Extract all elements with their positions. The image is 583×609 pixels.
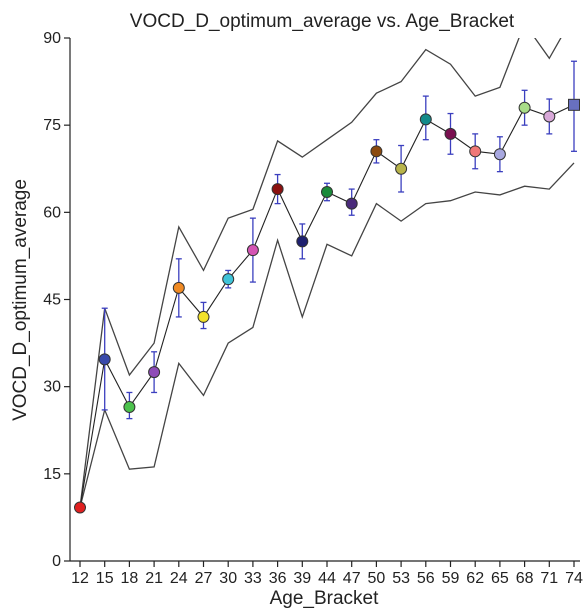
data-point: [197, 310, 210, 323]
x-tick-label: 18: [121, 570, 139, 587]
upper-band-line: [79, 38, 562, 508]
data-point: [419, 113, 432, 126]
data-point: [321, 185, 333, 198]
data-point: [395, 162, 408, 175]
x-tick-label: 71: [540, 570, 558, 587]
data-point: [518, 101, 531, 114]
data-point: [493, 148, 506, 161]
y-tick-label: 90: [43, 30, 61, 47]
data-point: [123, 401, 136, 414]
y-tick-label: 75: [43, 117, 61, 134]
data-point: [469, 145, 482, 158]
x-tick-label: 36: [269, 570, 287, 587]
x-tick-label: 68: [516, 570, 534, 587]
data-point: [345, 197, 358, 210]
data-point: [271, 183, 284, 196]
data-point: [296, 235, 309, 248]
y-tick-label: 15: [43, 466, 61, 483]
data-point: [74, 501, 86, 514]
data-point: [568, 98, 580, 111]
y-tick-label: 0: [52, 553, 61, 570]
x-tick-label: 27: [195, 570, 213, 587]
x-tick-label: 47: [343, 570, 361, 587]
x-tick-label: 33: [244, 570, 262, 587]
x-tick-label: 50: [368, 570, 386, 587]
y-tick-label: 60: [43, 204, 61, 221]
x-tick-label: 30: [219, 570, 237, 587]
x-tick-label: 65: [491, 570, 509, 587]
lower-band-line: [79, 162, 575, 508]
data-point: [370, 145, 383, 158]
x-ticks: 12 15 18 21 24 27 30 33 36 39 44 47 50 53 56 59 62 65 68 71…: [71, 561, 583, 587]
data-point: [148, 366, 161, 379]
x-tick-label: 39: [293, 570, 311, 587]
x-tick-label: 24: [170, 570, 188, 587]
x-tick-label: 59: [442, 570, 460, 587]
x-tick-label: 44: [318, 570, 336, 587]
x-tick-label: 15: [96, 570, 114, 587]
data-point: [246, 244, 259, 257]
x-tick-label: 62: [466, 570, 484, 587]
y-tick-label: 45: [43, 292, 61, 309]
x-tick-label: 53: [392, 570, 410, 587]
y-tick-label: 30: [43, 379, 61, 396]
y-ticks: 0 15 30 45 60 75 90: [43, 30, 70, 570]
chart-title: VOCD_D_optimum_average vs. Age_Bracket: [130, 11, 515, 32]
x-tick-label: 56: [417, 570, 435, 587]
x-tick-label: 74: [565, 570, 583, 587]
x-axis-label: Age_Bracket: [270, 588, 380, 609]
data-point: [98, 353, 111, 366]
x-tick-label: 21: [145, 570, 163, 587]
data-point: [543, 110, 556, 123]
y-axis-label: VOCD_D_optimum_average: [10, 179, 31, 421]
plot-area: [74, 38, 580, 514]
data-point: [172, 281, 185, 294]
x-tick-label: 12: [71, 570, 89, 587]
data-point: [444, 127, 457, 140]
data-point: [222, 273, 235, 286]
